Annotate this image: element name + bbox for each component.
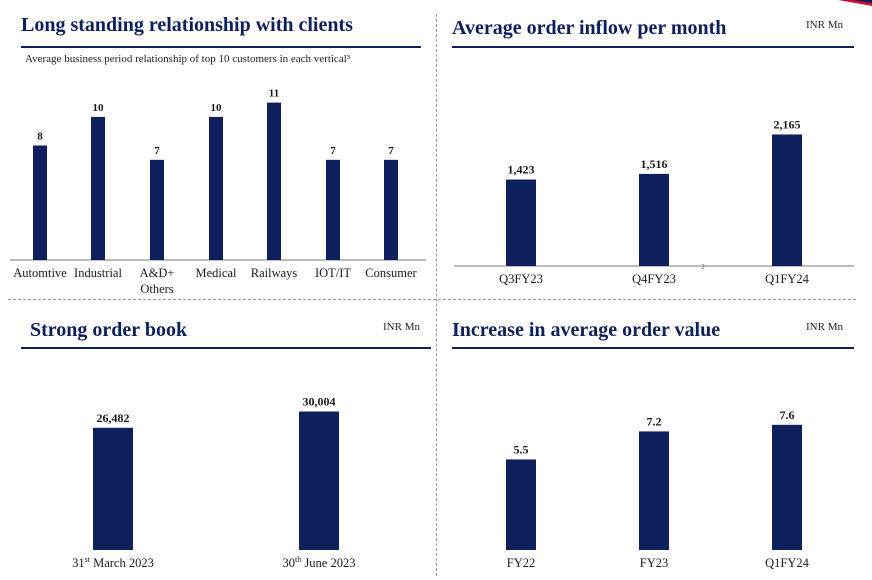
- unit-label: INR Mn: [806, 19, 843, 31]
- title-underline: [452, 46, 854, 48]
- chart-subtitle: Average business period relationship of …: [25, 53, 351, 65]
- chart-title-order-book: Strong order book: [30, 319, 188, 341]
- data-label: 8: [37, 131, 43, 143]
- data-label: 7: [154, 145, 160, 157]
- title-underline: [21, 347, 431, 349]
- data-label: 26,482: [97, 411, 130, 425]
- chart-title-order-value: Increase in average order value: [452, 319, 721, 341]
- title-underline: [452, 347, 854, 349]
- footnote-mark: 2: [701, 263, 705, 271]
- chart-order-value: 5.5 FY22 7.2 FY23 7.6 Q1FY24: [506, 408, 810, 570]
- bar: [384, 159, 398, 260]
- chart-title-client-relationship: Long standing relationship with clients: [21, 14, 353, 36]
- category-label: Industrial: [74, 266, 122, 280]
- bar: [209, 116, 223, 260]
- unit-label: INR Mn: [383, 321, 420, 333]
- data-label: 11: [269, 88, 279, 100]
- bar: [639, 173, 669, 266]
- chart-order-book: 26,482 31st March 2023 30,004 30th June 202…: [72, 395, 356, 570]
- data-label: 1,423: [508, 163, 535, 177]
- category-label: Q1FY24: [765, 556, 810, 570]
- data-label: 2,165: [774, 117, 801, 131]
- category-label: 31st March 2023: [72, 555, 154, 570]
- data-label: 5.5: [514, 442, 529, 456]
- data-label: 7: [388, 145, 394, 157]
- bar: [506, 179, 536, 266]
- category-label: Railways: [251, 266, 298, 280]
- category-label: Q3FY23: [499, 272, 543, 286]
- category-label: Automtive: [13, 266, 67, 280]
- data-label: 7.2: [647, 414, 662, 428]
- bar: [506, 459, 536, 550]
- bar: [326, 159, 340, 260]
- data-label: 10: [211, 102, 223, 114]
- bar: [93, 427, 133, 550]
- data-label: 30,004: [303, 395, 336, 409]
- bar: [639, 431, 669, 550]
- bar: [150, 159, 164, 260]
- data-label: 7: [330, 145, 336, 157]
- category-label: Consumer: [365, 266, 417, 280]
- chart-client-relationship: 8 Automtive 10 Industrial 7 A&D+ Others 10 Medic…: [10, 88, 426, 296]
- category-label: Q4FY23: [632, 272, 676, 286]
- bar: [267, 102, 281, 260]
- bar: [33, 145, 47, 260]
- category-label: A&D+ Others: [140, 266, 175, 296]
- data-label: 7.6: [780, 408, 795, 422]
- chart-title-order-inflow: Average order inflow per month: [452, 17, 727, 39]
- data-label: 10: [93, 102, 105, 114]
- bar: [91, 116, 105, 260]
- category-label: 30th June 2023: [283, 555, 356, 570]
- category-label: FY22: [507, 556, 535, 570]
- chart-order-inflow: 1,423 Q3FY23 1,516 Q4FY23 2,165 Q1FY24 2: [454, 117, 854, 286]
- vertical-divider: [436, 14, 437, 576]
- corner-logo-fragment: [838, 0, 872, 6]
- category-label: IOT/IT: [315, 266, 351, 280]
- bar: [772, 424, 802, 550]
- bar: [772, 134, 802, 266]
- horizontal-divider: [8, 299, 856, 300]
- data-label: 1,516: [641, 157, 668, 171]
- title-underline: [21, 46, 421, 48]
- category-label: FY23: [640, 556, 668, 570]
- category-label: Medical: [196, 266, 237, 280]
- category-label: Q1FY24: [765, 272, 810, 286]
- bar: [299, 411, 339, 550]
- unit-label: INR Mn: [806, 321, 843, 333]
